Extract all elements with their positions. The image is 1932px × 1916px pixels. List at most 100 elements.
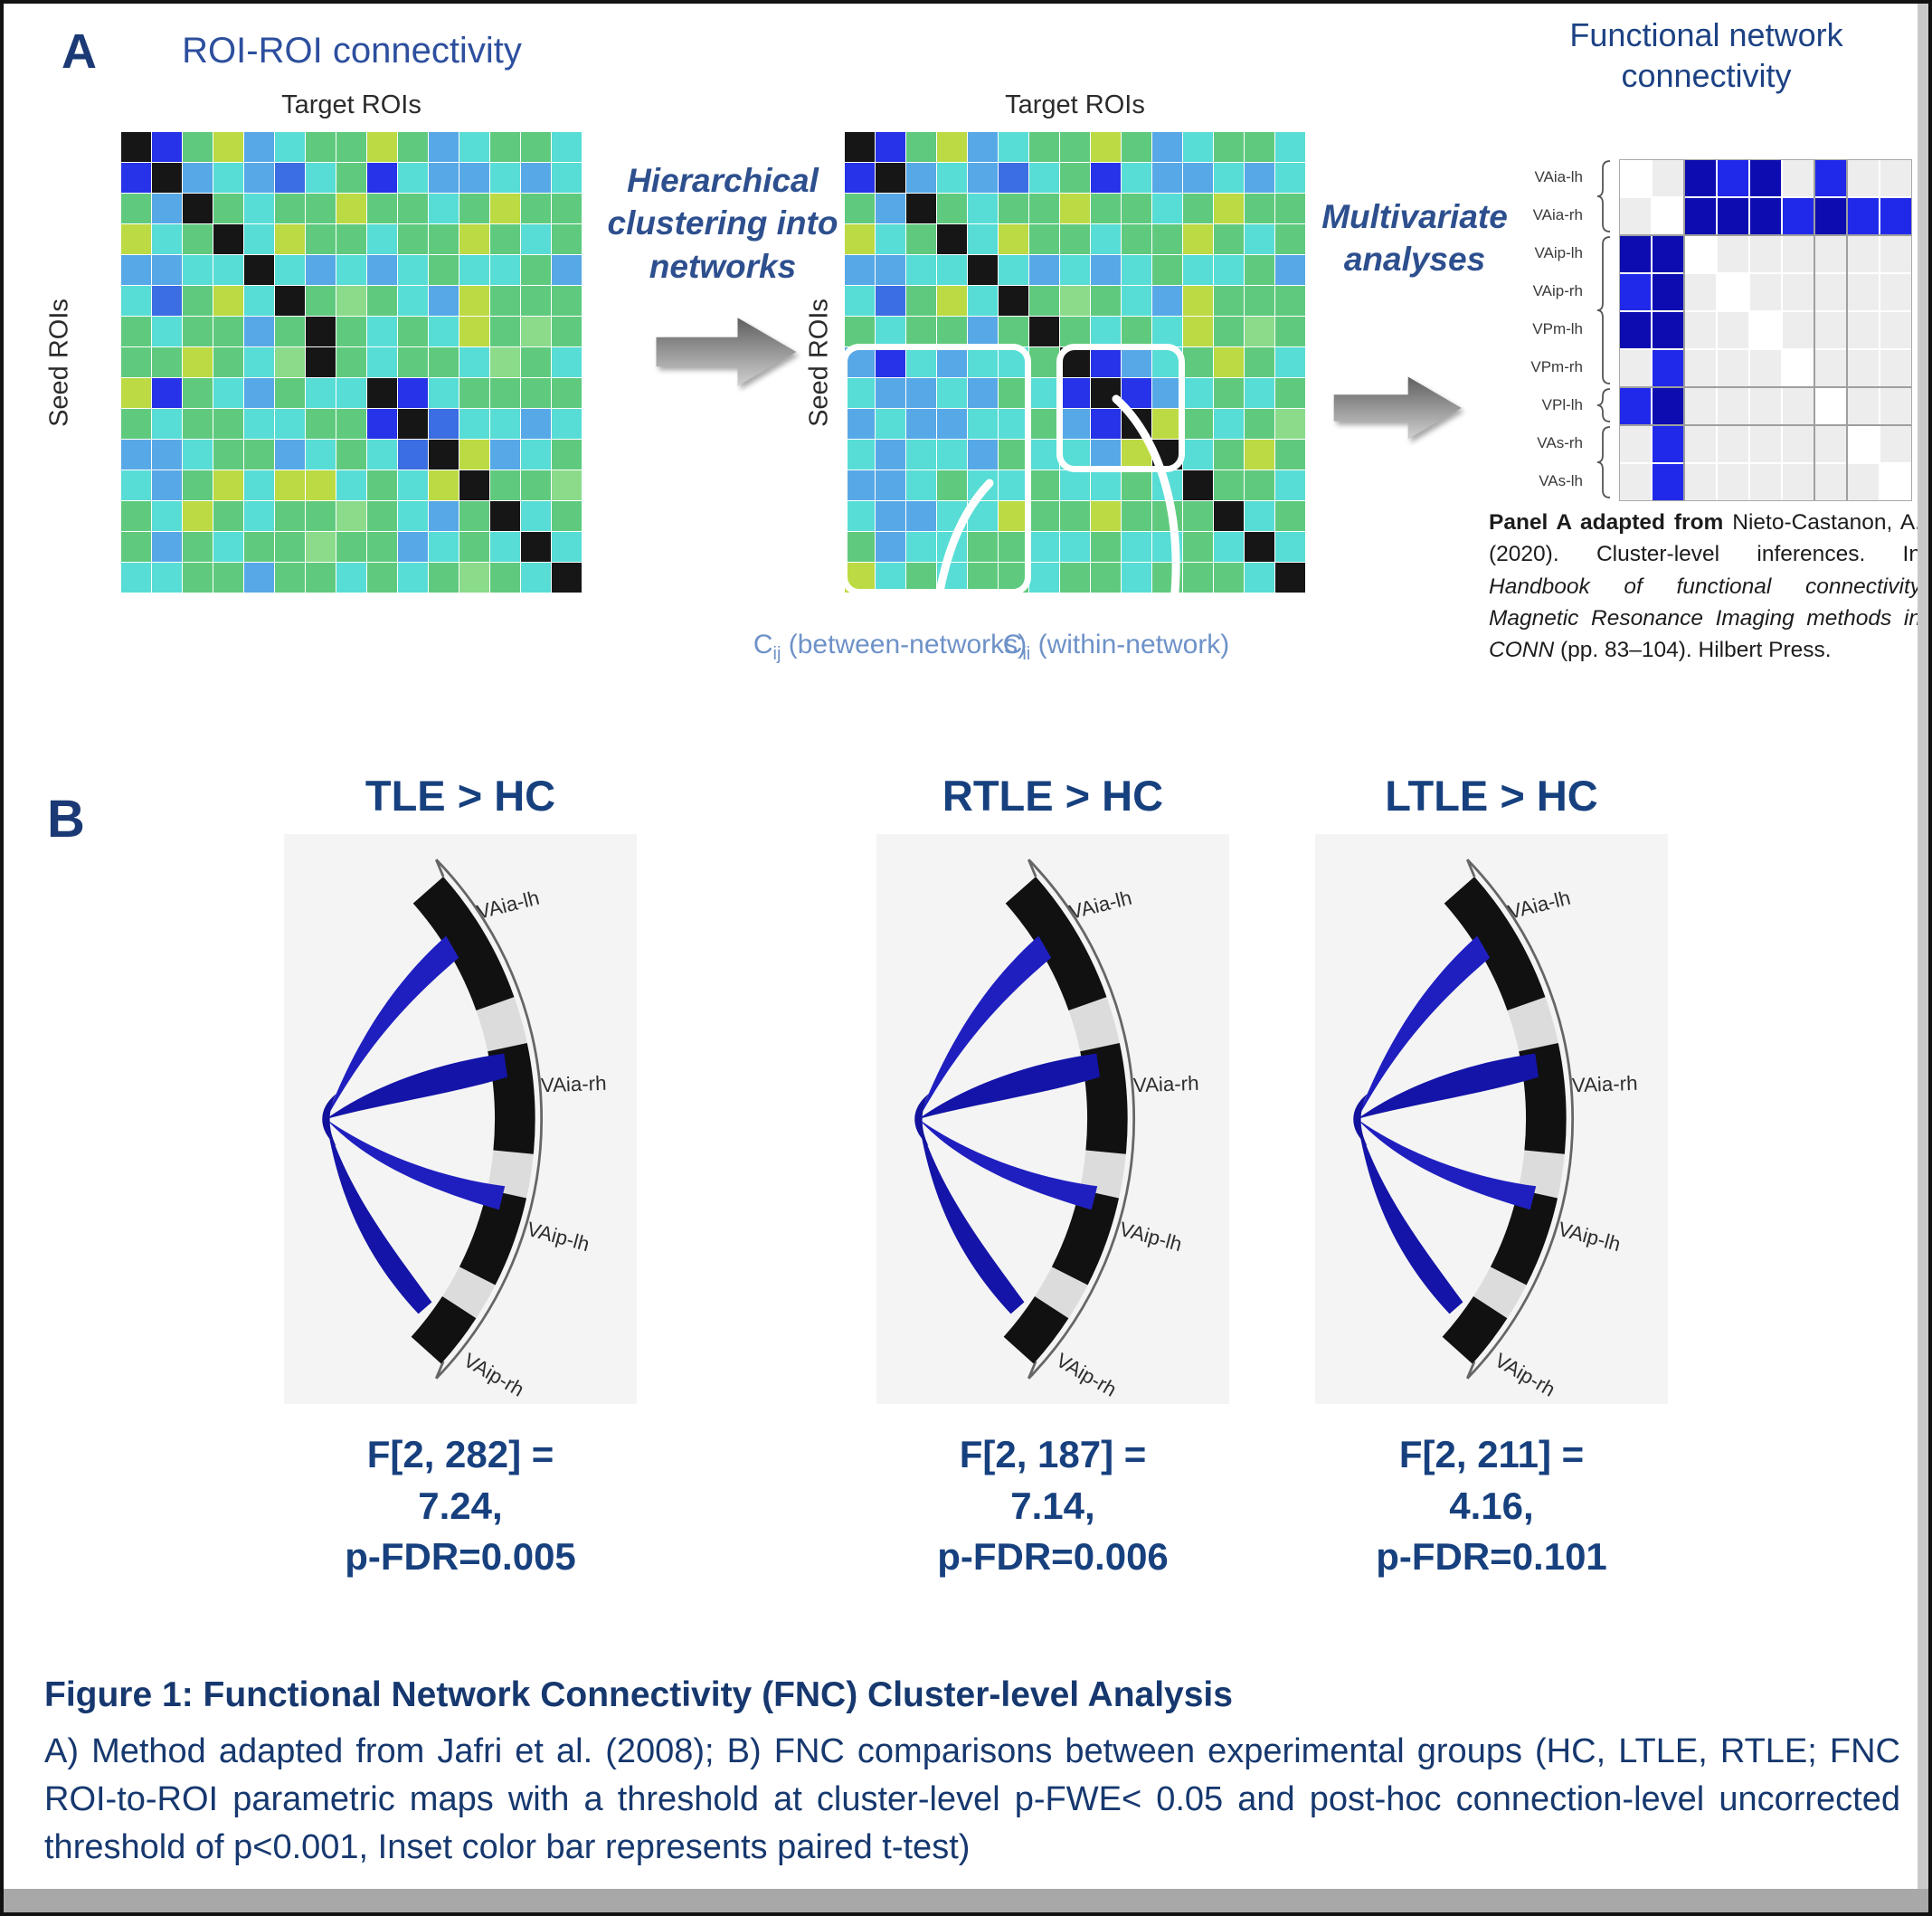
heatmap-cell — [999, 532, 1028, 562]
heatmap-cell — [1815, 426, 1846, 462]
heatmap-cell — [1718, 426, 1748, 462]
heatmap-cell — [968, 132, 998, 162]
heatmap-cell — [490, 317, 520, 346]
heatmap-cell — [459, 501, 489, 531]
stat-value-line: 7.24, — [418, 1484, 503, 1527]
heatmap-cell — [1815, 236, 1846, 272]
heatmap-cell — [1060, 563, 1090, 593]
arc-segment-label: VAip-rh — [459, 1349, 527, 1401]
heatmap-cell — [183, 255, 213, 285]
heatmap2-seed-label: Seed ROIs — [804, 299, 834, 427]
heatmap-cell — [244, 378, 274, 408]
heatmap-cell — [1275, 532, 1305, 562]
heatmap-cell — [1685, 388, 1716, 424]
heatmap-cell — [552, 347, 582, 377]
heatmap-cell — [1685, 274, 1716, 310]
heatmap-cell — [429, 563, 459, 593]
heatmap-cell — [1183, 470, 1213, 500]
heatmap-cell — [906, 409, 936, 439]
heatmap-cell — [1122, 501, 1151, 531]
heatmap-cell — [552, 501, 582, 531]
heatmap-cell — [244, 347, 274, 377]
heatmap-cell — [1091, 347, 1121, 377]
heatmap-cell — [1214, 409, 1244, 439]
heatmap-cell — [552, 163, 582, 193]
heatmap-cell — [459, 194, 489, 223]
stat-p-line: p-FDR=0.101 — [1376, 1535, 1607, 1579]
heatmap-cell — [275, 163, 305, 193]
heatmap-cell — [1183, 440, 1213, 470]
arc-segment-label: VAia-rh — [540, 1072, 606, 1097]
heatmap-cell — [521, 317, 551, 346]
heatmap-cell — [1029, 470, 1059, 500]
heatmap-cell — [244, 317, 274, 346]
heatmap-cell — [1653, 426, 1683, 462]
heatmap-cell — [429, 132, 459, 162]
arc-segment-label: VAip-lh — [525, 1218, 592, 1256]
arc-segment-label: VAip-lh — [1117, 1218, 1184, 1256]
heatmap-cell — [336, 224, 366, 254]
heatmap-cell — [121, 501, 151, 531]
heatmap-cell — [1685, 426, 1716, 462]
heatmap-cell — [552, 563, 582, 593]
heatmap-cell — [1029, 163, 1059, 193]
within-network-label: Cii (within-network) — [962, 630, 1270, 665]
heatmap-cell — [275, 224, 305, 254]
heatmap-cell — [398, 409, 428, 439]
heatmap-cell — [876, 286, 905, 316]
heatmap-cell — [999, 409, 1028, 439]
heatmap1-seed-label: Seed ROIs — [44, 299, 74, 427]
heatmap-cell — [1183, 255, 1213, 285]
heatmap-cell — [1815, 198, 1846, 234]
fnc-row-label: VPm-lh — [1532, 320, 1583, 337]
heatmap-cell — [183, 409, 213, 439]
heatmap-cell — [213, 347, 243, 377]
heatmap-cell — [244, 286, 274, 316]
heatmap-cell — [490, 532, 520, 562]
comparison-column-tle: TLE > HC VAia-lh VAia-rh VAip-lh VAip-rh F[… — [230, 771, 691, 1583]
heatmap-cell — [459, 409, 489, 439]
heatmap-cell — [906, 224, 936, 254]
heatmap-cell — [459, 224, 489, 254]
heatmap-cell — [999, 194, 1028, 223]
heatmap-cell — [398, 532, 428, 562]
heatmap-cell — [1880, 198, 1911, 234]
heatmap-cell — [1183, 347, 1213, 377]
heatmap-cell — [490, 224, 520, 254]
heatmap-cell — [1152, 532, 1182, 562]
heatmap-cell — [1245, 163, 1274, 193]
heatmap-cell — [152, 255, 182, 285]
connectome-diagram: VAia-lh VAia-rh VAip-lh VAip-rh — [1315, 834, 1668, 1404]
heatmap-cell — [521, 132, 551, 162]
heatmap-cell — [937, 163, 967, 193]
heatmap-cell — [1653, 236, 1683, 272]
heatmap-cell — [521, 470, 551, 500]
heatmap-cell — [183, 470, 213, 500]
heatmap-cell — [1620, 464, 1651, 500]
heatmap-cell — [845, 501, 875, 531]
heatmap-cell — [1750, 160, 1781, 196]
heatmap-cell — [876, 378, 905, 408]
heatmap-cell — [213, 378, 243, 408]
heatmap-cell — [398, 132, 428, 162]
heatmap-cell — [306, 347, 336, 377]
heatmap-cell — [1245, 255, 1274, 285]
heatmap-cell — [213, 470, 243, 500]
heatmap-cell — [1122, 470, 1151, 500]
heatmap-cell — [1848, 388, 1879, 424]
heatmap-cell — [244, 532, 274, 562]
figure-caption-body: A) Method adapted from Jafri et al. (200… — [44, 1732, 1900, 1867]
heatmap-cell — [1653, 198, 1683, 234]
heatmap-cell — [152, 409, 182, 439]
heatmap-cell — [152, 194, 182, 223]
heatmap-cell — [275, 132, 305, 162]
hierarchical-clustering-label: Hierarchical clustering into networks — [607, 162, 838, 285]
heatmap-cell — [968, 194, 998, 223]
heatmap-cell — [429, 194, 459, 223]
heatmap-cell — [906, 317, 936, 346]
heatmap-cell — [244, 563, 274, 593]
heatmap-cell — [121, 563, 151, 593]
heatmap-cell — [121, 532, 151, 562]
heatmap-cell — [121, 132, 151, 162]
heatmap-cell — [1718, 312, 1748, 348]
